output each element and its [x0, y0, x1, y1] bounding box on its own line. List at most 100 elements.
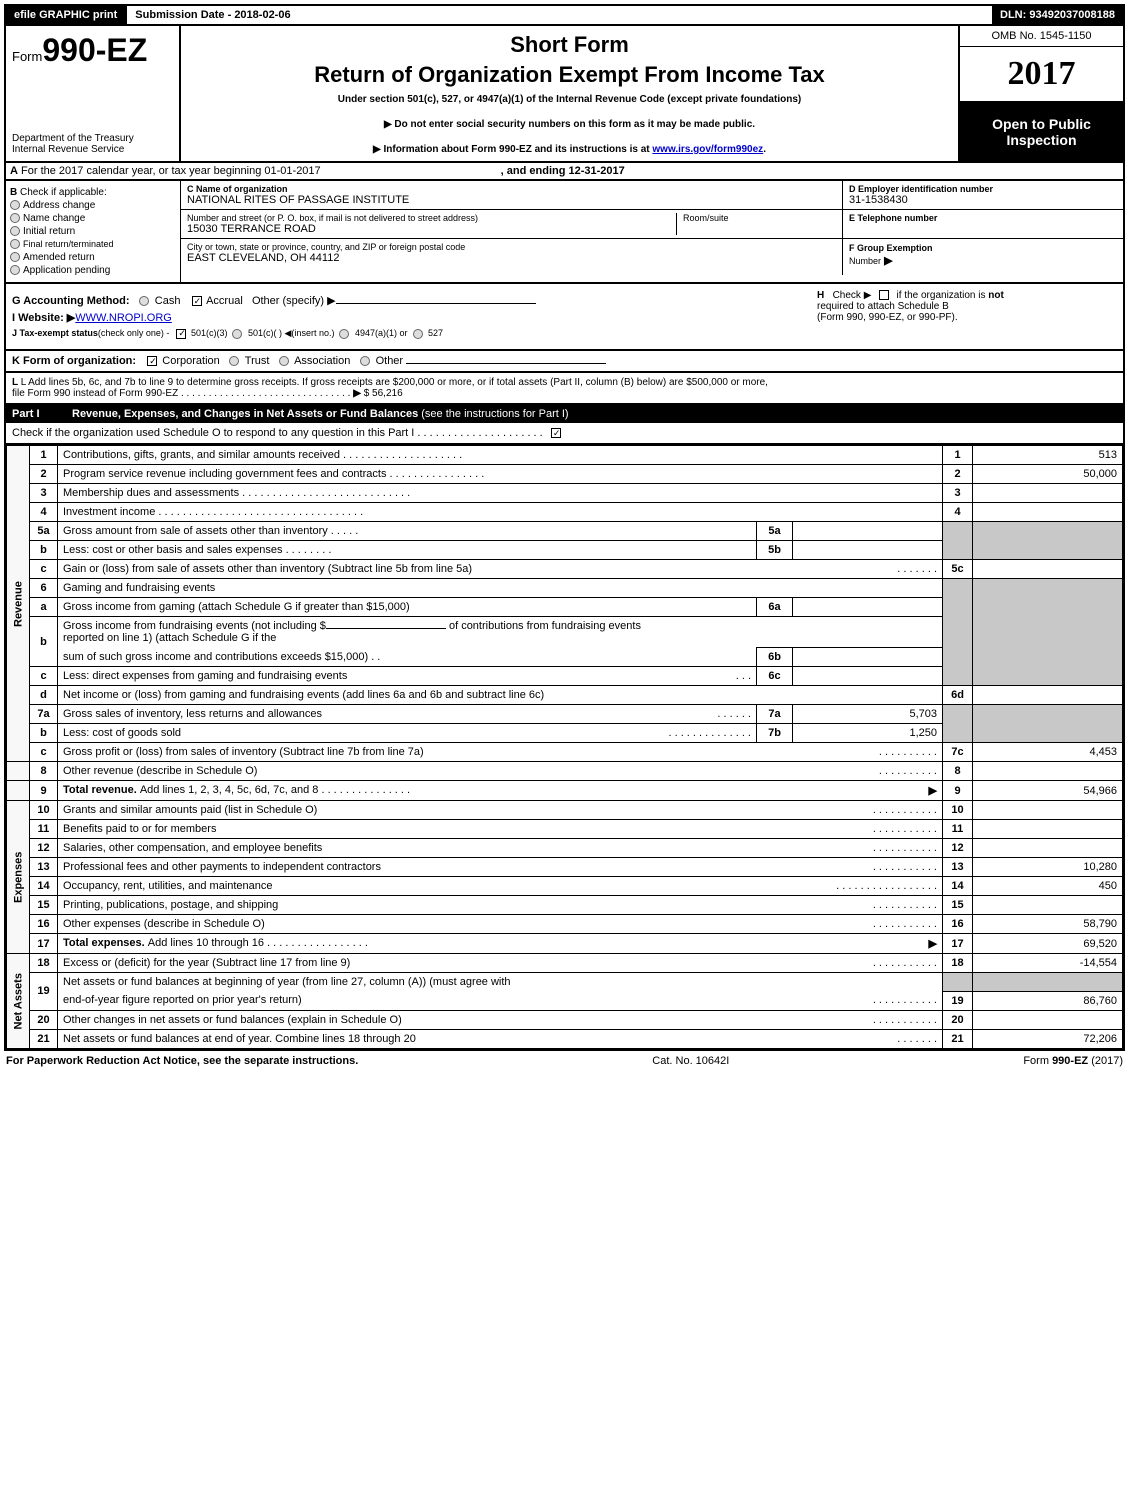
j-501c: 501(c)( ) [248, 328, 282, 338]
radio-4947[interactable] [339, 329, 349, 339]
table-row: 21 Net assets or fund balances at end of… [7, 1029, 1123, 1048]
amt-16: 58,790 [973, 915, 1123, 934]
dots-6b: . . [371, 651, 380, 663]
table-row: 9 Total revenue. Add lines 1, 2, 3, 4, 5… [7, 781, 1123, 801]
ln-20: 20 [30, 1010, 58, 1029]
footer-cat: Cat. No. 10642I [652, 1055, 729, 1067]
radio-application-pending[interactable] [10, 265, 20, 275]
city-label: City or town, state or province, country… [187, 242, 836, 252]
radio-address-change[interactable] [10, 200, 20, 210]
opt-name-change: Name change [23, 213, 85, 224]
table-row: 6 Gaming and fundraising events [7, 579, 1123, 598]
num-5c: 5c [943, 560, 973, 579]
arrow-9: ▶ [929, 784, 937, 797]
dots-13: . . . . . . . . . . . [873, 861, 937, 873]
ln-9: 9 [30, 781, 58, 801]
dots-12: . . . . . . . . . . . [873, 842, 937, 854]
k-trust: Trust [245, 355, 270, 367]
addr-value: 15030 TERRANCE ROAD [187, 223, 676, 235]
lines-table-wrap: Revenue 1 Contributions, gifts, grants, … [4, 445, 1125, 1051]
ln-19: 19 [30, 973, 58, 1011]
num-9: 9 [943, 781, 973, 801]
arrow-17: ▶ [929, 937, 937, 950]
radio-cash[interactable] [139, 296, 149, 306]
org-name: NATIONAL RITES OF PASSAGE INSTITUTE [187, 194, 836, 206]
irs-link[interactable]: www.irs.gov/form990ez [652, 144, 763, 155]
opt-final-return: Final return/terminated [23, 239, 114, 249]
radio-initial-return[interactable] [10, 226, 20, 236]
checkbox-schedule-o[interactable] [551, 428, 561, 438]
footer-form-pre: Form [1023, 1055, 1052, 1067]
table-row: 19 Net assets or fund balances at beginn… [7, 973, 1123, 992]
radio-name-change[interactable] [10, 213, 20, 223]
ln-4: 4 [30, 503, 58, 522]
omb-number: OMB No. 1545-1150 [960, 26, 1123, 47]
side-revenue-cont [7, 762, 30, 781]
amt-9: 54,966 [973, 781, 1123, 801]
checkbox-accrual[interactable] [192, 296, 202, 306]
label-a: A [10, 165, 18, 177]
table-row: 5a Gross amount from sale of assets othe… [7, 522, 1123, 541]
desc-6: Gaming and fundraising events [58, 579, 943, 598]
radio-527[interactable] [413, 329, 423, 339]
amt-10 [973, 801, 1123, 820]
radio-other[interactable] [360, 356, 370, 366]
ln-10: 10 [30, 801, 58, 820]
radio-trust[interactable] [229, 356, 239, 366]
section-k: K Form of organization: Corporation Trus… [4, 351, 1125, 373]
amt-7c: 4,453 [973, 743, 1123, 762]
h-text2: if the organization is [897, 290, 989, 301]
desc-17: Add lines 10 through 16 [148, 937, 264, 949]
notice-ssn: ▶ Do not enter social security numbers o… [187, 119, 952, 130]
table-row: 17 Total expenses. Add lines 10 through … [7, 934, 1123, 954]
desc-7a: Gross sales of inventory, less returns a… [63, 708, 322, 720]
table-row: 20 Other changes in net assets or fund b… [7, 1010, 1123, 1029]
grey-amt-7 [973, 705, 1123, 743]
table-row: 14 Occupancy, rent, utilities, and maint… [7, 877, 1123, 896]
radio-501c[interactable] [232, 329, 242, 339]
amt-4 [973, 503, 1123, 522]
mini-6a: 6a [757, 598, 793, 617]
checkbox-corporation[interactable] [147, 356, 157, 366]
mval-6b [793, 648, 943, 667]
j-label: J Tax-exempt status [12, 328, 98, 338]
desc-6a: Gross income from gaming (attach Schedul… [58, 598, 757, 617]
ln-14: 14 [30, 877, 58, 896]
dots-14: . . . . . . . . . . . . . . . . . [836, 880, 937, 892]
ln-7a: 7a [30, 705, 58, 724]
e-tel-label: E Telephone number [849, 213, 1117, 223]
table-row: 13 Professional fees and other payments … [7, 858, 1123, 877]
amt-8 [973, 762, 1123, 781]
checkbox-h[interactable] [879, 290, 889, 300]
radio-amended-return[interactable] [10, 252, 20, 262]
table-row: 3 Membership dues and assessments . . . … [7, 484, 1123, 503]
table-row: 12 Salaries, other compensation, and emp… [7, 839, 1123, 858]
table-row: Expenses 10 Grants and similar amounts p… [7, 801, 1123, 820]
num-10: 10 [943, 801, 973, 820]
amt-11 [973, 820, 1123, 839]
amt-12 [973, 839, 1123, 858]
radio-association[interactable] [279, 356, 289, 366]
h-check: Check ▶ [833, 290, 872, 301]
checkbox-501c3[interactable] [176, 329, 186, 339]
website-link[interactable]: WWW.NROPI.ORG [75, 312, 172, 324]
num-18: 18 [943, 954, 973, 973]
dots-7a: . . . . . . [717, 708, 751, 720]
mini-5a: 5a [757, 522, 793, 541]
table-row: d Net income or (loss) from gaming and f… [7, 686, 1123, 705]
mval-5b [793, 541, 943, 560]
submission-date: Submission Date - 2018-02-06 [125, 6, 298, 24]
dots-15: . . . . . . . . . . . [873, 899, 937, 911]
ln-18: 18 [30, 954, 58, 973]
amt-18: -14,554 [973, 954, 1123, 973]
ln-16: 16 [30, 915, 58, 934]
desc-6d: Net income or (loss) from gaming and fun… [58, 686, 943, 705]
num-16: 16 [943, 915, 973, 934]
ln-13: 13 [30, 858, 58, 877]
amt-15 [973, 896, 1123, 915]
ln-12: 12 [30, 839, 58, 858]
g-other-line [336, 303, 536, 304]
amt-19: 86,760 [973, 991, 1123, 1010]
return-title: Return of Organization Exempt From Incom… [187, 62, 952, 88]
radio-final-return[interactable] [10, 239, 20, 249]
